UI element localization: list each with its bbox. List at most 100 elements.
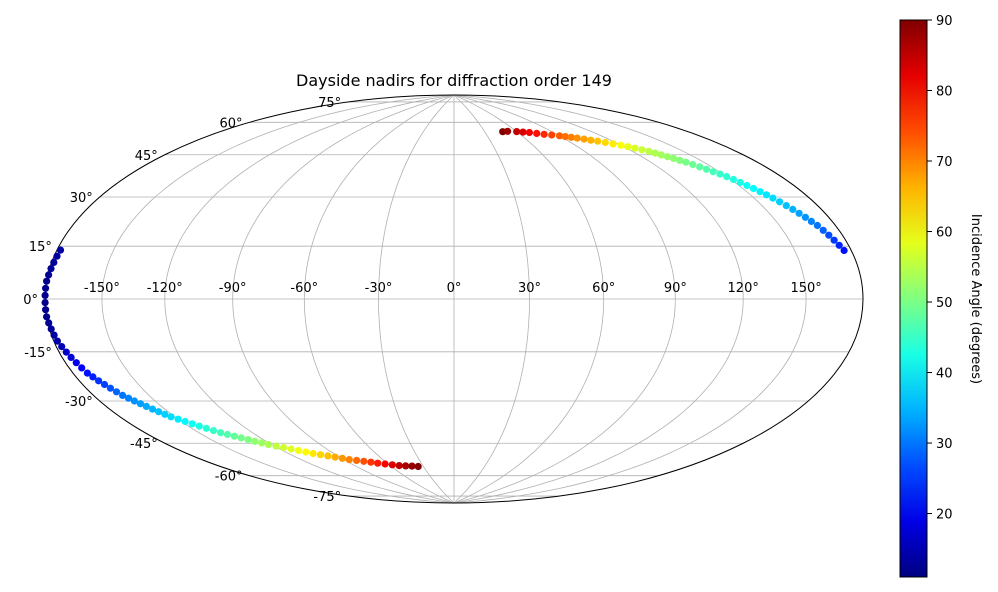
colorbar: 20 30 40 50 60 70 80 90 Incidence Angle (degree… [899,14,983,578]
data-point [188,420,196,428]
data-point [345,456,353,464]
data-point [381,460,389,468]
data-point [181,417,189,426]
data-point [244,436,252,444]
x-tick-label: 60° [592,281,615,296]
data-point [769,194,777,202]
data-point [58,343,66,351]
colorbar-tick-label: 40 [936,367,953,382]
data-point [402,462,410,470]
data-point [609,140,617,148]
data-point [360,457,368,465]
data-point [223,430,232,439]
data-point [45,319,53,327]
data-point [119,391,127,399]
y-tick-label: -75° [313,490,341,505]
data-point [56,246,65,254]
data-point [50,331,58,339]
data-point [316,451,325,459]
colorbar-label: Incidence Angle (degrees) [968,214,983,384]
data-point [617,141,625,149]
data-point [676,156,684,164]
data-point [50,258,58,266]
colorbar-tick-label: 50 [936,296,953,311]
data-point [237,434,245,442]
data-point [42,306,50,314]
data-point [743,181,751,190]
data-point [408,462,416,470]
y-tick-label: 45° [135,149,158,164]
data-point [202,424,210,432]
y-tick-label: -15° [24,346,52,361]
data-point [716,170,724,178]
x-tick-label: -150° [84,281,120,296]
data-point [309,449,317,458]
data-point [663,153,672,161]
data-point [776,198,784,206]
data-point [302,448,310,456]
data-point [601,138,609,147]
data-point [294,446,303,455]
x-tick-label: 30° [518,281,541,296]
colorbar-ticks: 20 30 40 50 60 70 80 90 [927,14,953,523]
data-point [42,284,50,292]
colorbar-tick-label: 60 [936,226,953,241]
data-point [47,325,55,333]
y-tick-label: -60° [215,470,243,485]
scatter-points [41,127,848,471]
data-point [548,131,556,139]
data-point [561,133,569,141]
data-point [645,147,653,155]
x-tick-label: 0° [447,281,462,296]
data-point [594,137,602,145]
colorbar-gradient [899,19,928,578]
data-point [324,452,332,460]
x-tick-label: -60° [290,281,318,296]
data-point [45,271,53,279]
data-point [782,202,790,210]
y-tick-label: -30° [65,395,93,410]
data-point [174,415,182,423]
data-point [540,130,548,138]
data-point [830,236,838,244]
y-tick-label: 60° [219,116,242,131]
data-point [670,154,678,163]
data-point [195,422,203,430]
colorbar-tick-label: 30 [936,437,953,452]
data-point [657,151,665,159]
data-point [106,384,114,392]
data-point [702,165,711,173]
data-point [148,405,157,413]
chart-title: Dayside nadirs for diffraction order 149 [296,71,612,90]
data-point [78,364,86,372]
data-point [631,144,639,152]
data-point [651,149,659,157]
data-point [762,191,771,199]
data-point [287,445,295,453]
data-point [209,427,218,435]
x-tick-label: 90° [664,281,687,296]
data-point [723,173,731,181]
data-point [43,277,51,285]
data-point [819,226,827,234]
data-point [41,291,49,299]
data-point [217,429,225,437]
data-point [142,402,150,410]
data-point [367,458,375,466]
data-point [795,209,803,217]
data-point [696,163,704,171]
data-point [258,439,266,447]
data-point [519,128,527,136]
x-tick-label: -30° [365,281,393,296]
data-point [573,134,581,142]
data-point [62,348,70,356]
data-point [53,337,62,345]
data-point [414,462,422,471]
data-point [155,408,163,416]
data-point [736,178,744,187]
data-point [624,143,632,151]
data-point [587,136,595,144]
data-point [47,265,55,273]
